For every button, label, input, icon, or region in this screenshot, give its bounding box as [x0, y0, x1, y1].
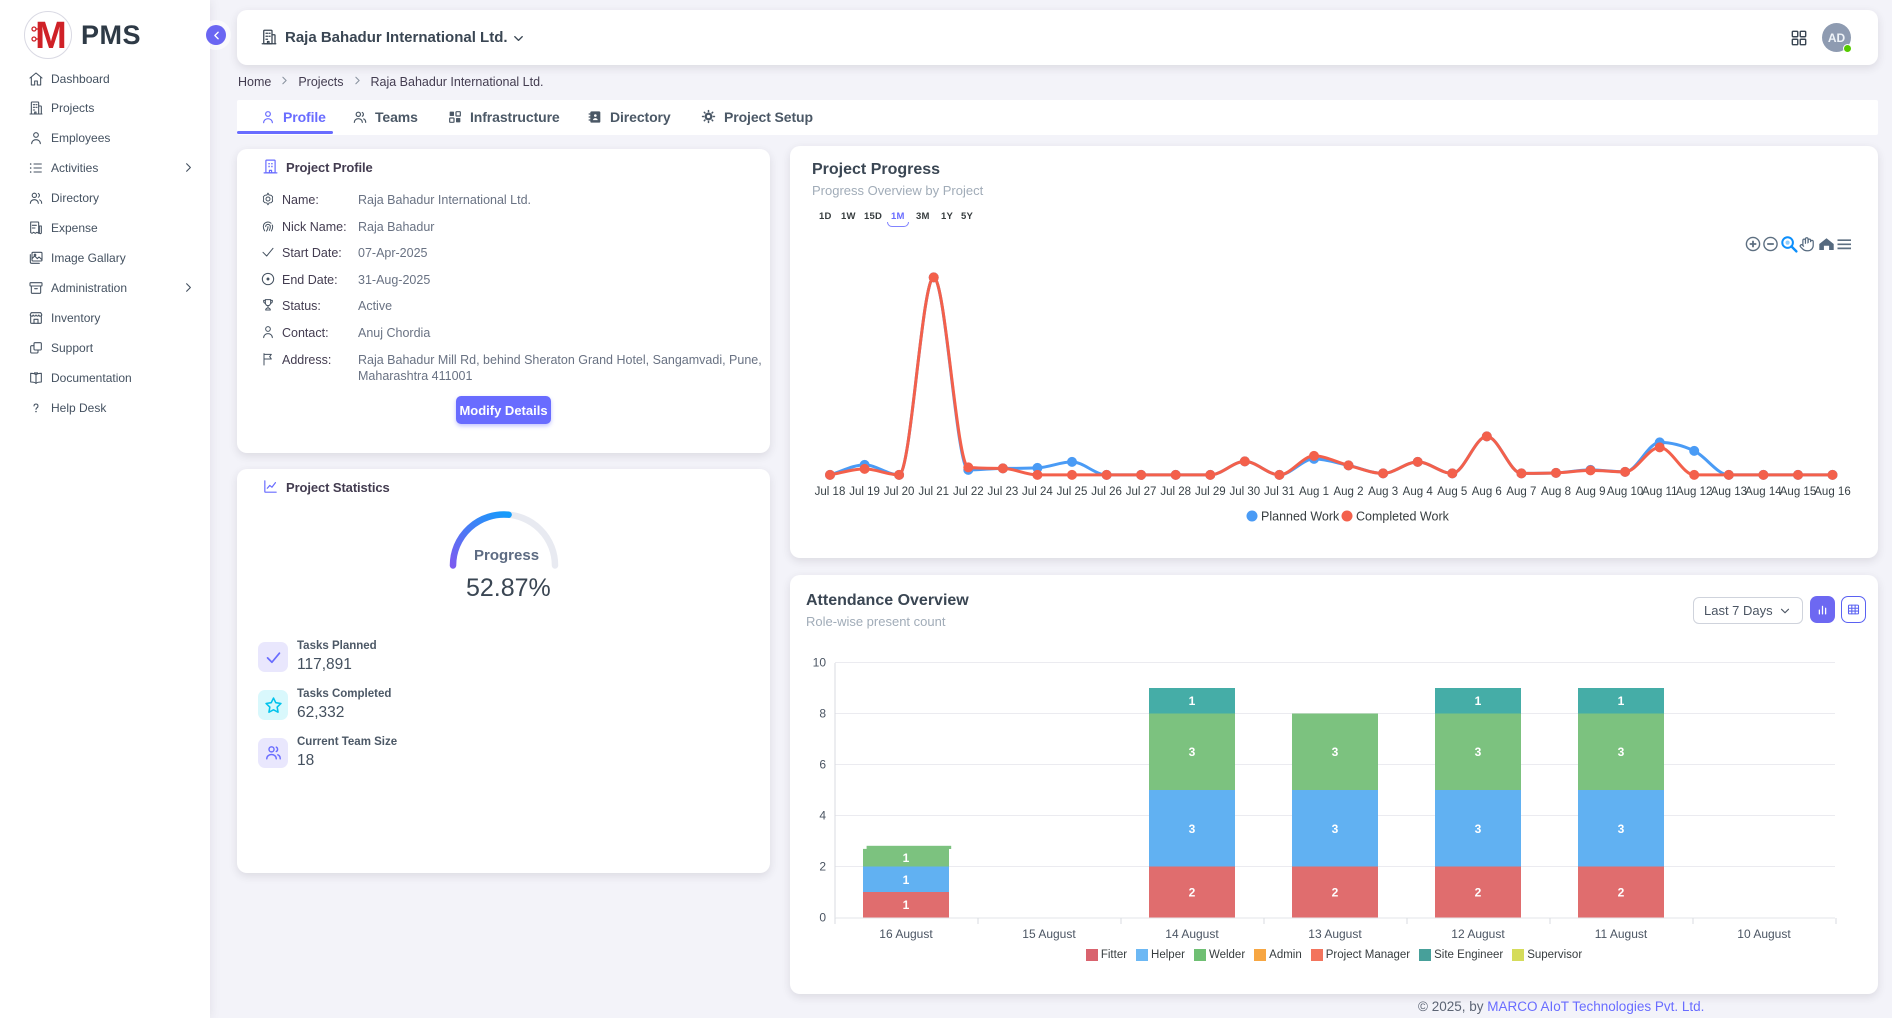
svg-text:2: 2 [1475, 886, 1482, 900]
svg-text:Completed Work: Completed Work [1356, 510, 1450, 524]
svg-text:8: 8 [819, 707, 826, 721]
svg-text:Aug 4: Aug 4 [1403, 486, 1434, 498]
svg-text:Jul 20: Jul 20 [884, 486, 915, 498]
svg-text:13 August: 13 August [1308, 927, 1362, 941]
svg-text:1: 1 [903, 873, 910, 887]
svg-text:3: 3 [1475, 745, 1482, 759]
svg-text:Jul 23: Jul 23 [988, 486, 1019, 498]
svg-text:Aug 11: Aug 11 [1642, 486, 1678, 498]
svg-text:Jul 24: Jul 24 [1022, 486, 1053, 498]
svg-text:16 August: 16 August [879, 927, 933, 941]
svg-text:Jul 21: Jul 21 [918, 486, 949, 498]
svg-text:Aug 15: Aug 15 [1780, 486, 1816, 498]
svg-text:3: 3 [1332, 745, 1339, 759]
svg-text:Jul 29: Jul 29 [1195, 486, 1226, 498]
svg-text:3: 3 [1189, 745, 1196, 759]
svg-text:M: M [35, 15, 67, 57]
svg-text:Aug 3: Aug 3 [1368, 486, 1398, 498]
svg-text:Jul 30: Jul 30 [1229, 486, 1260, 498]
svg-text:1: 1 [903, 898, 910, 912]
svg-text:Aug 12: Aug 12 [1676, 486, 1712, 498]
svg-text:6: 6 [819, 758, 826, 772]
svg-text:Aug 16: Aug 16 [1814, 486, 1850, 498]
svg-text:2: 2 [819, 860, 826, 874]
svg-text:1: 1 [1475, 694, 1482, 708]
svg-text:Aug 6: Aug 6 [1472, 486, 1502, 498]
svg-text:Aug 13: Aug 13 [1711, 486, 1747, 498]
svg-text:10 August: 10 August [1737, 927, 1791, 941]
svg-text:Aug 7: Aug 7 [1506, 486, 1536, 498]
svg-text:1: 1 [1189, 694, 1196, 708]
svg-text:15 August: 15 August [1022, 927, 1076, 941]
svg-text:Jul 19: Jul 19 [849, 486, 880, 498]
svg-text:1: 1 [1618, 694, 1625, 708]
svg-text:Jul 27: Jul 27 [1126, 486, 1157, 498]
svg-text:Jul 26: Jul 26 [1091, 486, 1122, 498]
svg-text:Jul 22: Jul 22 [953, 486, 984, 498]
svg-text:12 August: 12 August [1451, 927, 1505, 941]
svg-text:Aug 8: Aug 8 [1541, 486, 1571, 498]
svg-text:Jul 18: Jul 18 [815, 486, 846, 498]
svg-text:Aug 2: Aug 2 [1333, 486, 1363, 498]
svg-text:2: 2 [1332, 886, 1339, 900]
svg-text:3: 3 [1332, 822, 1339, 836]
svg-text:4: 4 [819, 809, 826, 823]
svg-text:Aug 1: Aug 1 [1299, 486, 1329, 498]
svg-text:3: 3 [1189, 822, 1196, 836]
svg-text:11 August: 11 August [1595, 927, 1648, 941]
svg-text:10: 10 [813, 656, 827, 670]
svg-text:Aug 14: Aug 14 [1745, 486, 1782, 498]
svg-text:3: 3 [1618, 745, 1625, 759]
svg-text:Jul 31: Jul 31 [1264, 486, 1295, 498]
svg-text:2: 2 [1189, 886, 1196, 900]
svg-text:Aug 5: Aug 5 [1437, 486, 1467, 498]
svg-text:1: 1 [903, 851, 910, 865]
svg-text:14 August: 14 August [1165, 927, 1219, 941]
svg-text:Jul 25: Jul 25 [1057, 486, 1088, 498]
svg-text:2: 2 [1618, 886, 1625, 900]
svg-text:3: 3 [1475, 822, 1482, 836]
svg-text:Jul 28: Jul 28 [1160, 486, 1191, 498]
svg-text:3: 3 [1618, 822, 1625, 836]
svg-text:Planned Work: Planned Work [1261, 510, 1340, 524]
svg-text:Aug 9: Aug 9 [1575, 486, 1605, 498]
svg-text:Aug 10: Aug 10 [1607, 486, 1643, 498]
svg-text:0: 0 [819, 911, 826, 925]
